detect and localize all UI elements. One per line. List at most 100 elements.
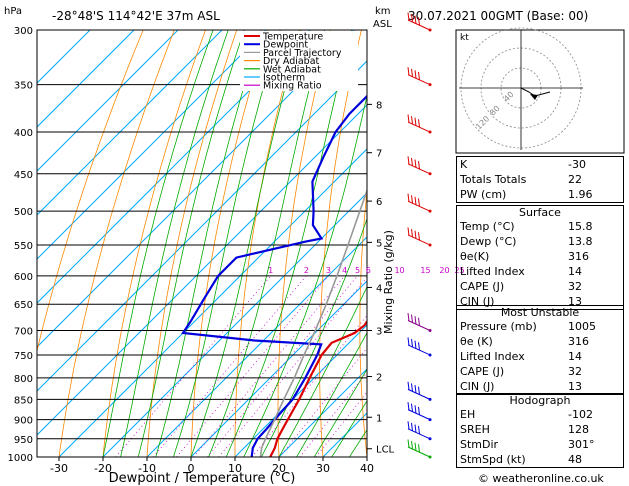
table-row: CIN (J) 13 [457, 294, 623, 309]
wet-adiabat [313, 368, 367, 457]
parcel-trajectory-line [259, 188, 367, 457]
legend-label: Isotherm [263, 73, 305, 84]
table-row: EH -102 [457, 407, 623, 422]
dry-adiabat [399, 30, 424, 457]
row-label: CAPE (J) [460, 280, 505, 293]
pressure-tick-label: 700 [14, 327, 33, 338]
wind-barb-feather [414, 442, 417, 451]
km-tick-label: 3 [376, 327, 382, 338]
wind-barb-feather [407, 312, 410, 322]
row-value: 1005 [568, 320, 596, 333]
asl-label: ASL [373, 19, 392, 30]
km-tick-label: 1 [376, 413, 382, 424]
pressure-tick-label: 500 [14, 207, 33, 218]
wet-adiabat [278, 285, 367, 457]
wind-barb [407, 193, 432, 213]
wind-barb-base [428, 130, 432, 134]
isotherm [37, 30, 267, 260]
x-axis-label: Dewpoint / Temperature (°C) [109, 471, 296, 486]
table-row: SREH 128 [457, 422, 623, 437]
surface-title: Surface [519, 206, 561, 219]
legend-label: Dry Adiabat [263, 56, 320, 67]
legend-label: Dewpoint [263, 40, 308, 51]
wind-barb-feather [411, 116, 413, 125]
wind-barb-feather [411, 68, 413, 77]
mixing-ratio-axis-label: Mixing Ratio (g/kg) [382, 230, 395, 334]
mixing-ratio-label: 6 [366, 266, 371, 275]
footer-credit: © weatheronline.co.uk [478, 472, 604, 485]
row-value: 301° [568, 438, 595, 451]
dry-adiabat [58, 30, 175, 457]
row-value: -30 [568, 158, 586, 171]
wind-barb [407, 227, 432, 247]
temperature-tick-label: -20 [94, 462, 112, 475]
isotherm [146, 236, 367, 457]
wind-barb-feather [414, 405, 417, 414]
row-label: θe(K) [460, 250, 490, 263]
pressure-tick-label: 850 [14, 395, 33, 406]
row-label: StmSpd (kt) [460, 453, 526, 466]
isotherm [37, 60, 367, 392]
wind-barb-feather [418, 426, 420, 435]
row-value: 13 [568, 380, 582, 393]
row-value: 14 [568, 350, 582, 363]
dry-adiabat [319, 30, 362, 457]
pressure-tick-label: 600 [14, 272, 33, 283]
row-value: 1.96 [568, 188, 593, 201]
temperature-tick-label: 0 [188, 462, 195, 475]
wind-barb-feather [407, 12, 410, 21]
isotherm [37, 30, 135, 128]
wind-barb-feather [411, 157, 413, 166]
mixing-ratio-label: 10 [394, 266, 404, 275]
legend-label: Parcel Trajectory [263, 48, 342, 59]
pressure-tick-label: 900 [14, 416, 33, 427]
km-tick-label: 5 [376, 238, 382, 249]
row-value: 22 [568, 173, 582, 186]
row-value: 316 [568, 250, 589, 263]
row-label: Dewp (°C) [460, 235, 517, 248]
wind-barb-feather [414, 196, 417, 205]
wind-barb-feather [411, 195, 413, 204]
plot-border [36, 29, 368, 458]
km-tick-label: 2 [376, 373, 382, 384]
hodograph-frame [455, 29, 625, 154]
wind-barb-feather [418, 317, 420, 326]
wind-barb-feather [414, 316, 417, 325]
isotherm [37, 104, 367, 436]
mixing-ratio-label: 4 [342, 266, 347, 275]
pressure-tick-label: 750 [14, 351, 33, 362]
isotherm [37, 30, 311, 304]
wind-barb-feather [411, 14, 413, 23]
wind-barb-feather [418, 71, 420, 81]
isotherm [37, 30, 223, 216]
row-label: Pressure (mb) [460, 320, 537, 333]
wind-barb-feather [414, 159, 417, 168]
wind-barb-feather [407, 439, 410, 448]
table-row: PW (cm) 1.96 [457, 187, 624, 203]
pressure-tick-label: 300 [14, 26, 33, 37]
wind-barb-feather [407, 193, 410, 202]
pressure-tick-label: 550 [14, 241, 33, 252]
wind-barb-base [428, 172, 432, 176]
temperature-tick-label: 20 [272, 462, 286, 475]
pressure-tick-label: 650 [14, 300, 33, 311]
km-tick-label: 6 [376, 197, 382, 208]
row-label: Totals Totals [460, 173, 527, 186]
dry-adiabat [102, 30, 206, 457]
wind-barb-feather [407, 421, 410, 430]
wind-barb-feather [411, 229, 413, 238]
wind-barb [407, 421, 432, 441]
table-row: K -30 [457, 157, 624, 173]
surface-table: Surface Temp (°C) 15.8 Dewp (°C) 13.8 θe(K) 3… [456, 205, 624, 310]
wind-barb [407, 381, 432, 401]
row-value: 48 [568, 453, 582, 466]
pressure-tick-label: 450 [14, 170, 33, 181]
wind-barb [407, 439, 432, 459]
km-tick-label: 7 [376, 149, 382, 160]
row-value: 15.8 [568, 220, 593, 233]
row-label: CIN (J) [460, 380, 495, 393]
dry-adiabat [277, 30, 331, 457]
table-row: CAPE (J) 32 [457, 279, 623, 294]
